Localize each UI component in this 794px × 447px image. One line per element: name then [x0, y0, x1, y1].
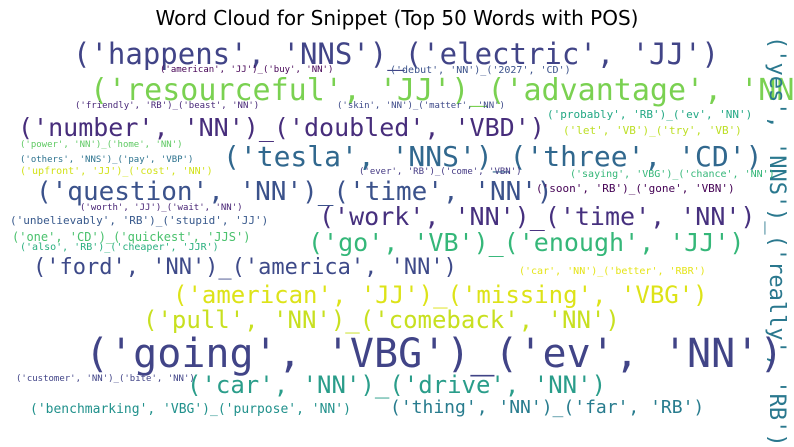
cloud-word: ('benchmarking', 'VBG')_('purpose', 'NN'… — [30, 402, 351, 417]
cloud-word: ('going', 'VBG')_('ev', 'NN') — [85, 331, 784, 377]
cloud-word: ('go', 'VB')_('enough', 'JJ') — [308, 228, 745, 257]
cloud-word: ('car', 'NN')_('drive', 'NN') — [187, 371, 607, 399]
cloud-word: ('resourceful', 'JJ')_('advantage', 'NN'… — [90, 73, 794, 108]
cloud-word: ('american', 'JJ')_('missing', 'VBG') — [173, 281, 708, 309]
cloud-word: ('question', 'NN')_('time', 'NN') — [36, 177, 553, 207]
cloud-word: ('thing', 'NN')_('far', 'RB') — [390, 397, 705, 418]
chart-title: Word Cloud for Snippet (Top 50 Words wit… — [155, 6, 639, 30]
cloud-word: ('one', 'CD')_('quickest', 'JJS') — [12, 230, 251, 244]
cloud-word: ('worth', 'JJ')_('wait', 'NN') — [80, 203, 243, 213]
cloud-word: ('also', 'RB')_('cheaper', 'JJR') — [20, 242, 219, 253]
cloud-word: ('tesla', 'NNS')_('three', 'CD') — [223, 140, 763, 173]
cloud-word: ('soon', 'RB')_('gone', 'VBN') — [536, 182, 735, 195]
word-cloud: ('happens', 'NNS')_('electric', 'JJ') ('a… — [10, 36, 794, 447]
cloud-word: ('car', 'NN')_('better', 'RBR') — [519, 266, 706, 277]
cloud-word: ('probably', 'RB')_('ev', 'NN') — [547, 108, 753, 121]
cloud-word: ('saying', 'VBG')_('chance', 'NN') — [570, 169, 775, 180]
cloud-word: ('customer', 'NN')_('bite', 'NN') — [16, 374, 195, 384]
cloud-word: ('skin', 'NN')_('matter', 'NN') — [337, 101, 505, 111]
cloud-word: ('others', 'NNS')_('pay', 'VBP') — [20, 155, 194, 165]
cloud-word: ('work', 'NN')_('time', 'NN') — [319, 202, 756, 231]
cloud-word: ('friendly', 'RB')_('beast', 'NN') — [75, 101, 260, 111]
cloud-word: ('unbelievably', 'RB')_('stupid', 'JJ') — [10, 214, 269, 227]
cloud-word: ('debut', 'NN')_('2027', 'CD') — [390, 65, 571, 76]
cloud-word: ('let', 'VB')_('try', 'VB') — [563, 124, 742, 137]
cloud-word: ('american', 'JJ')_('buy', 'NN') — [160, 65, 334, 75]
cloud-word: ('pull', 'NN')_('comeback', 'NN') — [143, 306, 620, 334]
cloud-word: ('power', 'NN')_('home', 'NN') — [20, 140, 183, 150]
cloud-word: ('ever', 'RB')_('come', 'VBN') — [359, 167, 522, 177]
cloud-word: ('yes', 'NNS')_('really', 'RB') — [764, 36, 790, 447]
cloud-word: ('number', 'NN')_('doubled', 'VBD') — [18, 113, 545, 142]
cloud-word: ('ford', 'NN')_('america', 'NN') — [33, 255, 457, 280]
cloud-word: ('upfront', 'JJ')_('cost', 'NN') — [20, 166, 213, 177]
cloud-word: ('happens', 'NNS')_('electric', 'JJ') — [73, 37, 720, 71]
